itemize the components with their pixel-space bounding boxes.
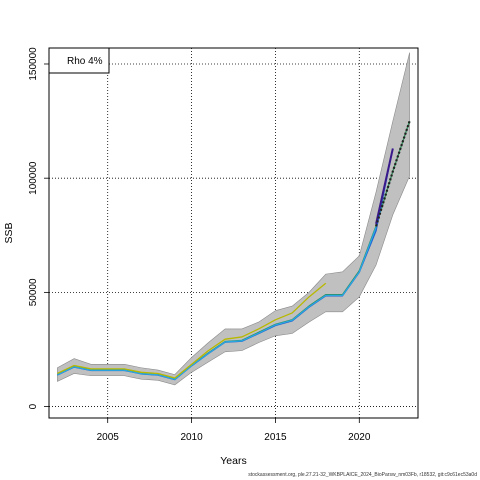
plot-frame	[48, 47, 419, 419]
confidence-band-layer	[57, 52, 410, 386]
y-axis-ticks: 0 50000 100000 150000	[28, 47, 49, 409]
x-tick-label: 2015	[264, 432, 287, 443]
confidence-band	[57, 52, 410, 386]
y-tick-label: 100000	[28, 161, 39, 195]
x-tick-label: 2005	[97, 432, 120, 443]
y-tick-label: 0	[28, 403, 39, 409]
legend-box	[48, 47, 110, 74]
footer-text: stockassessment.org, ple.27.21-32_WKBPLA…	[248, 472, 477, 478]
series-line-3	[57, 227, 377, 381]
y-axis-label: SSB	[3, 222, 15, 243]
x-axis-ticks: 2005 2010 2015 2020	[97, 418, 371, 443]
legend-text: Rho 4%	[67, 56, 103, 67]
series-line-1	[57, 120, 411, 380]
grid-lines	[49, 48, 418, 418]
y-tick-label: 150000	[28, 47, 39, 81]
series-line-6	[375, 120, 411, 227]
series-line-5	[375, 148, 394, 225]
legend: Rho 4%	[48, 47, 110, 74]
y-tick-label: 50000	[28, 278, 39, 306]
x-axis-label: Years	[220, 455, 246, 467]
x-tick-label: 2010	[180, 432, 203, 443]
series-line-4	[57, 282, 327, 379]
x-tick-label: 2020	[348, 432, 371, 443]
series-lines	[57, 120, 411, 381]
